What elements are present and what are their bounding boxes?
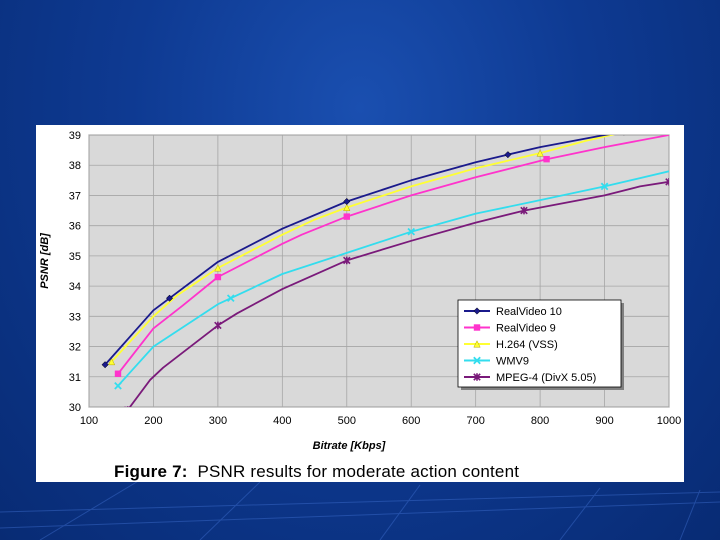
x-tick-label: 400 (273, 415, 291, 427)
x-axis-label: Bitrate [Kbps] (313, 440, 386, 452)
data-point-marker (473, 340, 481, 348)
y-tick-label: 34 (69, 281, 81, 293)
y-tick-label: 36 (69, 221, 81, 233)
data-point-marker (407, 227, 416, 236)
data-point-marker (226, 294, 235, 303)
y-tick-label: 31 (69, 372, 81, 384)
data-point-marker (504, 151, 512, 159)
x-tick-label: 100 (80, 415, 98, 427)
data-point-marker (473, 324, 481, 331)
y-tick-label: 30 (69, 402, 81, 414)
slide-decoration-lines (0, 479, 720, 540)
data-point-marker (623, 135, 625, 136)
x-tick-label: 200 (144, 415, 162, 427)
data-point-marker (343, 213, 350, 220)
x-tick-label: 300 (209, 415, 227, 427)
data-point-marker (473, 356, 481, 365)
x-tick-label: 500 (338, 415, 356, 427)
data-point-marker (114, 370, 122, 377)
figure-caption: Figure 7: PSNR results for moderate acti… (36, 462, 684, 482)
psnr-line-chart: 30 31 32 33 34 35 36 37 38 39 100 200 300 400 500 600 70… (39, 130, 681, 452)
y-tick-label: 35 (69, 251, 81, 263)
figure-caption-label: Figure 7: (114, 462, 188, 481)
data-point-marker (536, 149, 544, 157)
series-line (117, 135, 669, 375)
data-point-marker (107, 357, 116, 366)
y-tick-label: 39 (69, 130, 81, 142)
series-0-group (101, 135, 625, 369)
series-3-group (114, 170, 669, 390)
figure-caption-text: PSNR results for moderate action content (197, 462, 520, 481)
data-point-marker (473, 373, 481, 381)
series-4-group (124, 178, 669, 407)
x-tick-label: 1000 (657, 415, 681, 427)
data-point-marker (665, 178, 669, 186)
data-point-marker (101, 361, 109, 369)
x-tick-label: 800 (531, 415, 549, 427)
data-point-marker (543, 155, 550, 163)
legend-label: RealVideo 9 (496, 323, 556, 335)
x-tick-label: 900 (595, 415, 613, 427)
data-point-marker (214, 264, 222, 272)
y-tick-label: 37 (69, 190, 81, 202)
x-tick-label: 600 (402, 415, 420, 427)
data-point-marker (214, 321, 222, 330)
data-point-marker (343, 256, 351, 265)
figure-card: 30 31 32 33 34 35 36 37 38 39 100 200 300 400 500 600 70… (36, 125, 684, 482)
y-tick-label: 33 (69, 311, 81, 323)
data-point-marker (343, 203, 351, 211)
series-1-group (114, 135, 669, 377)
data-point-marker (166, 294, 174, 302)
y-tick-label: 32 (69, 342, 81, 354)
y-tick-label: 38 (69, 160, 81, 172)
data-point-marker (473, 307, 481, 315)
legend-label: RealVideo 10 (496, 306, 562, 318)
y-axis-label: PSNR [dB] (39, 233, 51, 289)
legend-label: H.264 (VSS) (496, 339, 558, 351)
series-2-group (107, 135, 615, 366)
data-point-marker (214, 273, 222, 281)
legend-label: MPEG-4 (DivX 5.05) (496, 372, 596, 384)
series-line (117, 170, 669, 387)
x-tick-label: 700 (466, 415, 484, 427)
series-line (110, 135, 615, 363)
legend-label: WMV9 (496, 356, 529, 368)
data-point-marker (114, 382, 122, 390)
data-point-marker (520, 206, 528, 215)
data-point-marker (343, 197, 351, 206)
data-point-marker (600, 182, 609, 191)
